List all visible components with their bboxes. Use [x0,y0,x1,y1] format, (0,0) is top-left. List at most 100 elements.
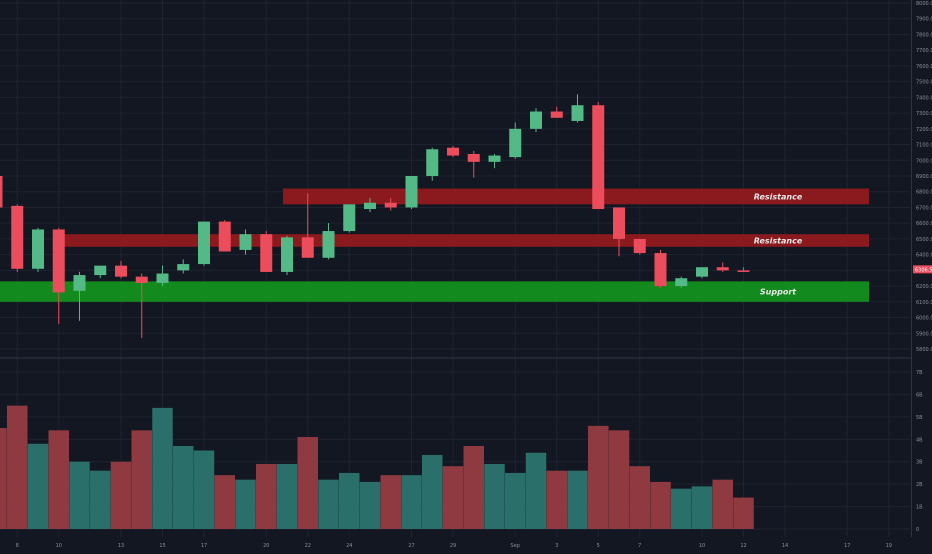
price-axis[interactable]: 5800.05900.06000.06100.06200.06300.06400… [916,1,932,353]
price-tick-label: 6700.0 [916,205,932,211]
candle-up [571,105,584,121]
time-tick-label: 29 [450,543,456,549]
candle-down [613,207,625,239]
volume-tick-label: 2B [916,482,923,488]
volume-bar [193,450,215,529]
volume-bar [0,428,7,529]
volume-bar [422,454,443,529]
candle-up [322,231,335,258]
volume-bar [733,497,754,529]
candle-down [218,221,231,252]
price-tick-label: 7100.0 [916,143,932,149]
volume-tick-label: 4B [916,437,923,443]
price-tick-label: 6200.0 [916,284,932,290]
time-tick-label: 3 [555,543,558,549]
price-tick-label: 5800.0 [916,347,932,353]
price-tick-label: 6900.0 [916,174,932,180]
volume-tick-label: 0 [916,527,919,533]
time-tick-label: 8 [16,543,19,549]
candle-down [115,265,127,277]
price-tick-label: 6600.0 [916,221,932,227]
volume-bar [339,472,360,529]
volume-bar [90,470,111,529]
volume-series [0,405,754,529]
volume-bar [359,481,381,529]
candle-up [281,237,293,272]
candle-down [0,176,3,208]
price-tick-label: 7800.0 [916,32,932,38]
candle-down [301,237,314,258]
volume-bar [712,479,733,529]
volume-bar [401,475,422,529]
volume-bar [442,466,464,529]
price-tick-label: 7300.0 [916,111,932,117]
candle-down [716,267,729,271]
volume-bar [48,430,69,529]
price-tick-label: 7200.0 [916,127,932,133]
volume-bar [297,437,318,529]
candle-down [260,234,273,272]
time-tick-label: 14 [782,543,788,549]
volume-bar [588,425,609,529]
volume-bar [214,475,235,529]
volume-bar [69,461,90,529]
time-tick-label: 20 [263,543,269,549]
price-tick-label: 6400.0 [916,253,932,259]
resistance-zone [283,188,869,205]
volume-bar [380,475,401,529]
candle-down [592,105,605,210]
candle-up [198,221,210,265]
candle-up [675,278,688,287]
volume-axis[interactable]: 0 1B 2B 3B 4B 5B 6B 7B [916,370,923,533]
candle-up [509,128,522,158]
last-price-value: 6306.5 [915,267,932,273]
last-price-badge [913,265,932,274]
price-tick-label: 7900.0 [916,17,932,23]
volume-bar [650,481,671,529]
volume-bar [671,488,692,529]
volume-bar [173,446,194,529]
candle-down [467,153,480,162]
time-tick-label: 17 [201,543,207,549]
volume-bar [7,405,28,529]
volume-tick-label: 7B [916,370,923,376]
candle-up [156,273,169,283]
volume-bar [256,463,277,529]
volume-bar [505,472,526,529]
price-tick-label: 7500.0 [916,80,932,86]
candle-up [426,149,439,176]
candle-up [343,204,356,232]
price-tick-label: 6500.0 [916,237,932,243]
time-tick-label: 22 [305,543,311,549]
price-tick-label: 7600.0 [916,64,932,70]
volume-bar [110,461,132,529]
volume-bar [318,479,339,529]
resistance-zone [54,234,869,247]
price-zones: Resistance Resistance Support [0,188,869,302]
support-zone-label: Support [760,288,797,297]
candle-up [364,202,376,210]
time-tick-label: 7 [638,543,641,549]
volume-tick-label: 3B [916,460,923,466]
resistance-zone-label: Resistance [754,236,803,245]
time-tick-label: 10 [699,543,705,549]
volume-bar [152,407,173,529]
candle-down [11,205,24,269]
price-tick-label: 6000.0 [916,316,932,322]
volume-bar [629,466,650,529]
time-tick-label: 15 [159,543,165,549]
time-tick-label: 10 [56,543,62,549]
candle-down [52,229,65,293]
volume-bar [235,479,256,529]
time-tick-label: 19 [886,543,892,549]
price-tick-label: 6100.0 [916,300,932,306]
candle-up [239,234,252,250]
volume-bar [525,452,547,529]
time-tick-label: 17 [844,543,850,549]
time-axis[interactable]: 8 10 13 15 17 20 22 24 27 29 Sep 3 5 7 10 12 14 17 19 [16,543,892,549]
volume-bar [276,463,298,529]
time-tick-label: 13 [118,543,124,549]
price-tick-label: 7000.0 [916,158,932,164]
